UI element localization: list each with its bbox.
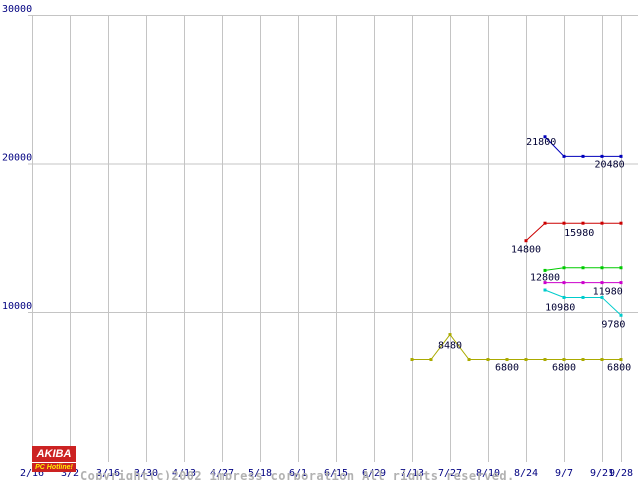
copyright-text: Copyright(c)2002 impress corporation All… bbox=[80, 441, 515, 480]
value-label: 15980 bbox=[564, 228, 594, 239]
series-cyan-9780 bbox=[543, 288, 623, 317]
data-point-marker bbox=[619, 221, 623, 225]
data-point-marker bbox=[543, 288, 547, 292]
data-point-marker bbox=[581, 295, 585, 299]
y-tick-label: 10000 bbox=[2, 301, 32, 312]
data-point-marker bbox=[562, 281, 566, 285]
series-line bbox=[525, 222, 621, 242]
value-label: 6800 bbox=[495, 363, 519, 374]
series-line bbox=[544, 136, 621, 157]
data-point-marker bbox=[429, 358, 433, 362]
gridlines bbox=[28, 15, 638, 462]
x-tick-label: 4/27 bbox=[210, 468, 234, 479]
data-point-marker bbox=[562, 358, 566, 362]
data-point-marker bbox=[505, 358, 509, 362]
data-point-marker bbox=[581, 266, 585, 270]
x-tick-label: 9/7 bbox=[555, 468, 573, 479]
y-tick-label: 20000 bbox=[2, 153, 32, 164]
x-tick-label: 9/28 bbox=[609, 468, 633, 479]
value-label: 6800 bbox=[552, 363, 576, 374]
akiba-logo: AKIBA PC Hotline! bbox=[32, 446, 76, 472]
data-point-marker bbox=[581, 281, 585, 285]
data-point-marker bbox=[581, 358, 585, 362]
data-point-marker bbox=[410, 358, 414, 362]
series-olive-6800 bbox=[410, 333, 623, 362]
y-axis-labels: 30000 20000 10000 bbox=[2, 4, 32, 312]
data-point-marker bbox=[562, 266, 566, 270]
data-point-marker bbox=[562, 221, 566, 225]
value-label: 14800 bbox=[511, 245, 541, 256]
data-point-marker bbox=[600, 154, 604, 158]
akiba-logo-title: AKIBA bbox=[32, 446, 76, 462]
value-label: 6800 bbox=[607, 363, 631, 374]
value-label: 8480 bbox=[438, 341, 462, 352]
x-tick-label: 6/1 bbox=[289, 468, 307, 479]
value-label: 12800 bbox=[530, 272, 560, 283]
x-tick-label: 3/16 bbox=[96, 468, 120, 479]
data-point-marker bbox=[448, 333, 452, 337]
data-point-marker bbox=[524, 239, 528, 243]
data-point-marker bbox=[543, 135, 547, 139]
x-tick-label: 6/15 bbox=[324, 468, 348, 479]
value-label: 21800 bbox=[526, 137, 556, 148]
data-point-marker bbox=[562, 295, 566, 299]
x-tick-label: 3/30 bbox=[134, 468, 158, 479]
data-point-marker bbox=[600, 221, 604, 225]
data-point-marker bbox=[600, 358, 604, 362]
series-green-12980 bbox=[543, 266, 623, 272]
data-point-marker bbox=[600, 295, 604, 299]
x-tick-label: 7/13 bbox=[400, 468, 424, 479]
akiba-logo-subtitle: PC Hotline! bbox=[32, 463, 76, 472]
data-point-marker bbox=[543, 358, 547, 362]
copyright-line-1: Copyright(c)2002 impress corporation All… bbox=[80, 469, 515, 480]
data-point-marker bbox=[600, 266, 604, 270]
value-label: 9780 bbox=[601, 319, 625, 330]
y-tick-label: 30000 bbox=[2, 4, 32, 15]
data-point-marker bbox=[581, 221, 585, 225]
x-tick-label: 3/2 bbox=[61, 468, 79, 479]
x-tick-label: 2/16 bbox=[20, 468, 44, 479]
value-labels: 21800 20480 15980 14800 12800 11980 10980 9780 8… bbox=[438, 137, 631, 374]
data-point-marker bbox=[486, 358, 490, 362]
x-tick-label: 6/29 bbox=[362, 468, 386, 479]
value-label: 10980 bbox=[545, 302, 575, 313]
data-point-marker bbox=[600, 281, 604, 285]
x-tick-label: 8/10 bbox=[476, 468, 500, 479]
data-point-marker bbox=[524, 358, 528, 362]
data-point-marker bbox=[543, 221, 547, 225]
series-line bbox=[412, 333, 621, 361]
data-point-marker bbox=[619, 313, 623, 317]
data-point-marker bbox=[619, 281, 623, 285]
x-tick-label: 7/27 bbox=[438, 468, 462, 479]
data-point-marker bbox=[619, 266, 623, 270]
data-point-marker bbox=[543, 268, 547, 272]
value-label: 20480 bbox=[595, 159, 625, 170]
x-axis-labels: 2/16 3/2 3/16 3/30 4/13 4/27 5/18 6/1 6/15 6/29 7/… bbox=[20, 468, 633, 479]
data-point-marker bbox=[543, 281, 547, 285]
data-point-marker bbox=[467, 358, 471, 362]
footer: AKIBA PC Hotline! Copyright(c)2002 impre… bbox=[32, 441, 515, 480]
x-tick-label: 5/18 bbox=[248, 468, 272, 479]
x-tick-label: 8/24 bbox=[514, 468, 538, 479]
series-red-15980 bbox=[524, 221, 623, 243]
x-tick-label: 4/13 bbox=[172, 468, 196, 479]
series-blue-20480 bbox=[543, 135, 623, 158]
data-point-marker bbox=[619, 358, 623, 362]
data-point-marker bbox=[619, 154, 623, 158]
series-magenta-11980 bbox=[543, 281, 623, 285]
x-tick-label: 9/21 bbox=[590, 468, 614, 479]
value-label: 11980 bbox=[593, 287, 623, 298]
data-point-marker bbox=[562, 154, 566, 158]
data-point-marker bbox=[581, 154, 585, 158]
